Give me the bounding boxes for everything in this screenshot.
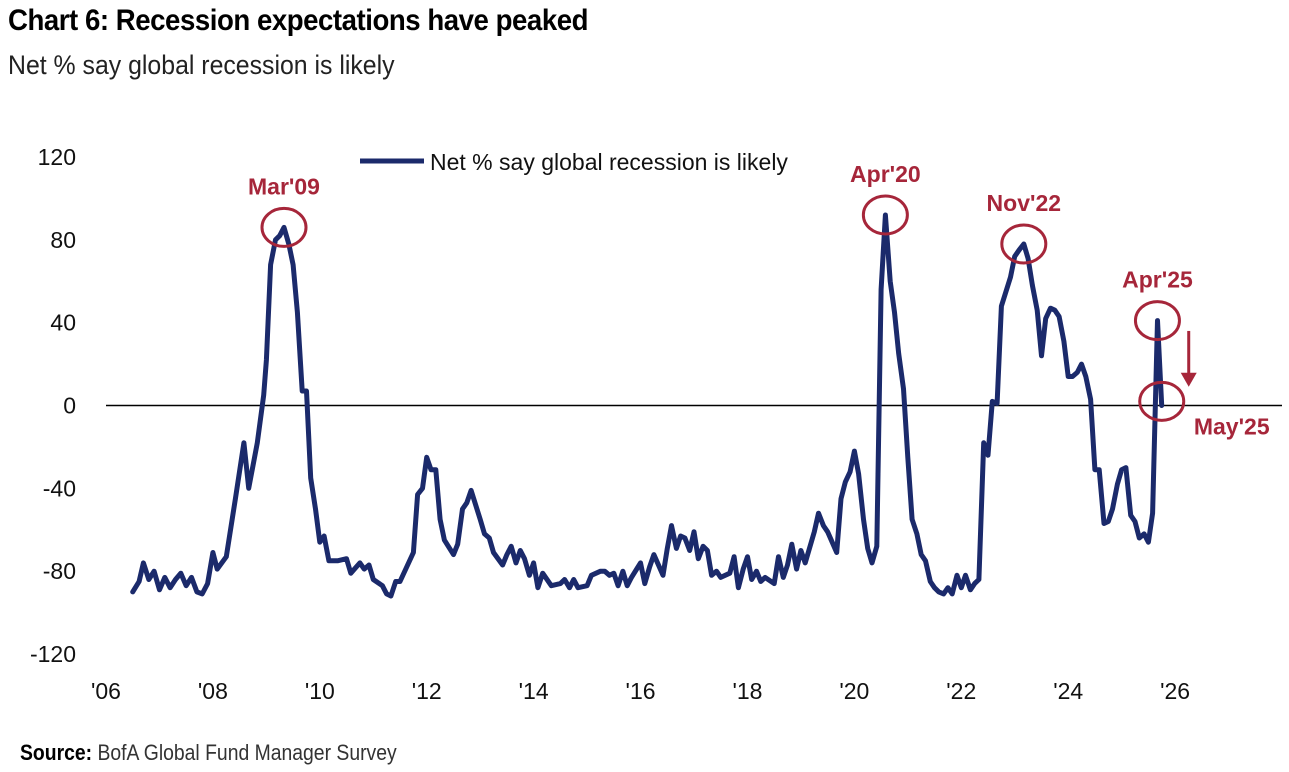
chart-title: Chart 6: Recession expectations have pea…	[8, 4, 589, 37]
x-tick-label: '24	[1053, 678, 1083, 704]
legend-label: Net % say global recession is likely	[430, 149, 788, 175]
x-tick-label: '26	[1160, 678, 1190, 704]
y-tick-label: 120	[38, 144, 76, 170]
x-tick-label: '06	[91, 678, 121, 704]
series-line	[130, 212, 1165, 599]
y-tick-label: 0	[63, 393, 76, 419]
annotation-circle	[1138, 380, 1186, 422]
x-tick-label: '20	[839, 678, 869, 704]
annotation-label: May'25	[1194, 413, 1270, 439]
legend: Net % say global recession is likely	[360, 149, 788, 175]
x-tick-label: '10	[305, 678, 335, 704]
x-tick-label: '18	[732, 678, 762, 704]
x-tick-label: '22	[946, 678, 976, 704]
down-arrow-icon	[1180, 372, 1197, 387]
x-tick-label: '14	[519, 678, 549, 704]
x-tick-label: '12	[412, 678, 442, 704]
x-tick-label: '08	[198, 678, 228, 704]
annotation-circle	[260, 206, 308, 248]
y-tick-label: -120	[30, 641, 76, 667]
source-text: BofA Global Fund Manager Survey	[97, 740, 397, 765]
x-tick-label: '16	[626, 678, 656, 704]
annotation-label: Apr'20	[850, 161, 921, 187]
annotation-circle	[861, 194, 909, 236]
source-label: Source:	[20, 740, 93, 765]
x-axis: '06 '08 '10 '12 '14 '16 '18 '20 '22 '24 '26	[91, 678, 1190, 704]
annotation-label: Mar'09	[248, 173, 320, 199]
annotation-circle	[1000, 223, 1048, 265]
y-tick-label: 80	[50, 227, 76, 253]
annotation-circle	[1133, 300, 1181, 342]
y-tick-label: -80	[43, 558, 76, 584]
y-axis: 120 80 40 0 -40 -80 -120	[30, 144, 76, 667]
y-tick-label: 40	[50, 310, 76, 336]
annotation-label: Nov'22	[987, 190, 1062, 216]
chart-subtitle: Net % say global recession is likely	[8, 50, 395, 80]
annotations: Mar'09 Apr'20 Nov'22 Apr'25 May'25	[248, 161, 1270, 439]
y-tick-label: -40	[43, 475, 76, 501]
annotation-label: Apr'25	[1122, 267, 1193, 293]
source-note: Source: BofA Global Fund Manager Survey	[20, 740, 397, 766]
